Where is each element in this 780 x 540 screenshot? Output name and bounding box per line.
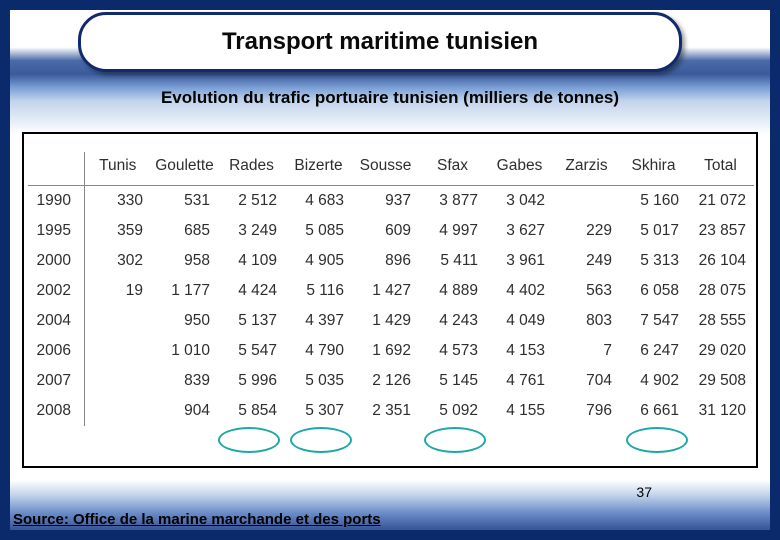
slide-border bbox=[0, 0, 780, 540]
